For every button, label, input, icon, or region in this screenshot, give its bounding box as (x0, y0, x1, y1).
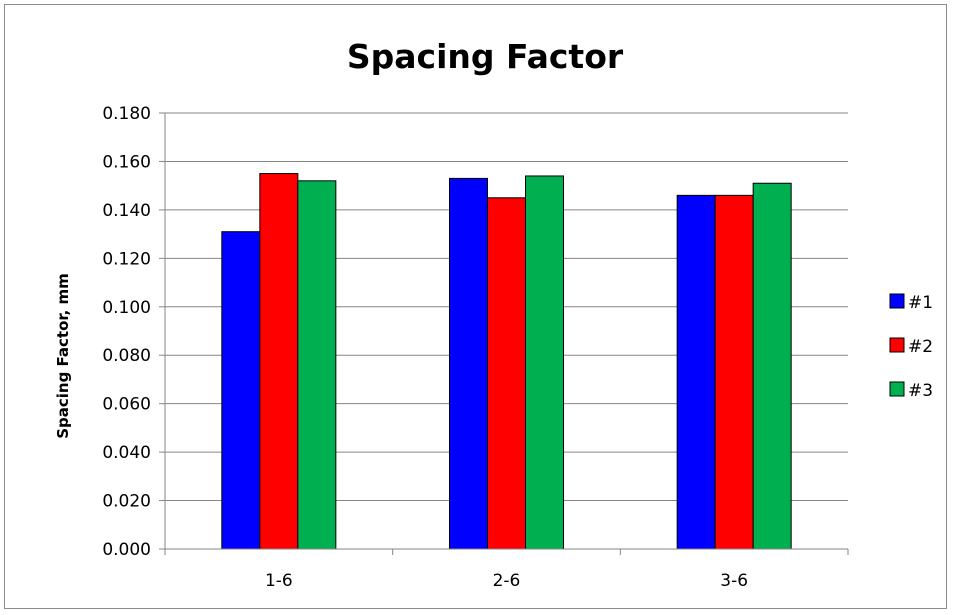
legend-swatch-s1 (889, 293, 905, 309)
bar-1-6-s3 (297, 180, 337, 550)
legend-label: #3 (908, 381, 933, 401)
bar-3-6-s3 (752, 182, 792, 550)
y-tick-label: 0.140 (102, 201, 151, 221)
x-tick-label: 3-6 (720, 571, 748, 591)
bar-2-6-s1 (449, 177, 488, 550)
y-tick-label: 0.080 (102, 346, 151, 366)
y-tick-label: 0.100 (102, 298, 151, 318)
y-tick-label: 0.060 (102, 395, 151, 415)
bar-2-6-s3 (525, 175, 564, 550)
y-tick-label: 0.020 (102, 492, 151, 512)
y-tick-label: 0.120 (102, 249, 151, 269)
bar-1-6-s1 (221, 231, 261, 550)
x-tick-label: 1-6 (265, 571, 293, 591)
legend-swatch-s3 (889, 381, 905, 397)
legend-swatch-s2 (889, 337, 905, 353)
axes: 0.000 0.020 0.040 0.060 0.080 0.100 0.120 0.140… (102, 104, 849, 591)
bars (221, 173, 792, 550)
y-axis-label: Spacing Factor, mm (54, 273, 72, 439)
bar-3-6-s2 (714, 194, 754, 550)
bar-1-6-s2 (259, 173, 299, 550)
y-tick-label: 0.180 (102, 104, 151, 124)
legend-label: #1 (908, 293, 933, 313)
legend-label: #2 (908, 337, 933, 357)
y-tick-label: 0.000 (102, 540, 151, 560)
y-tick-label: 0.040 (102, 443, 151, 463)
y-tick-label: 0.160 (102, 152, 151, 172)
bar-2-6-s2 (487, 197, 526, 550)
chart-title: Spacing Factor (347, 37, 624, 76)
bar-3-6-s1 (676, 194, 716, 550)
legend: #1 #2 #3 (889, 293, 933, 401)
x-tick-label: 2-6 (493, 571, 521, 591)
